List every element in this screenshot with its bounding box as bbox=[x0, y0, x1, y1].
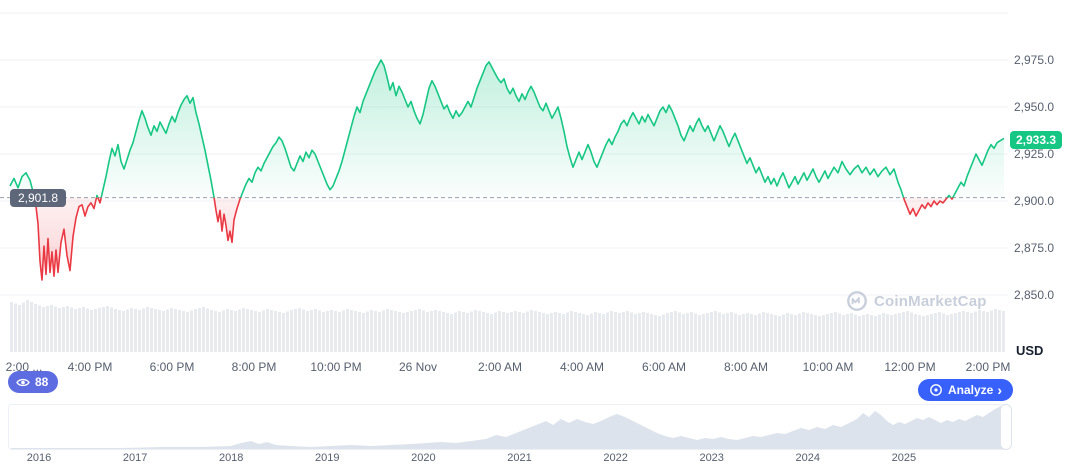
x-axis-tick: 10:00 PM bbox=[310, 360, 362, 374]
navigator-year-label: 2024 bbox=[795, 452, 821, 464]
y-axis-tick: 2,850.0 bbox=[1014, 288, 1055, 302]
x-axis-tick: 4:00 PM bbox=[67, 360, 113, 374]
navigator-year-label: 2016 bbox=[26, 452, 52, 464]
x-axis-tick: 2:00 AM bbox=[477, 360, 523, 374]
eye-icon bbox=[16, 378, 30, 386]
navigator-year-label: 2020 bbox=[411, 452, 436, 464]
navigator-year-label: 2025 bbox=[891, 452, 917, 464]
x-axis-tick: 8:00 AM bbox=[723, 360, 769, 374]
x-axis-tick: 26 Nov bbox=[398, 360, 438, 374]
y-axis-tick: 2,950.0 bbox=[1014, 100, 1055, 114]
x-axis-tick: 8:00 PM bbox=[231, 360, 277, 374]
x-axis-tick: 6:00 AM bbox=[641, 360, 687, 374]
y-axis-tick: 2,875.0 bbox=[1014, 241, 1055, 255]
navigator-year-label: 2018 bbox=[218, 452, 244, 464]
navigator-area-chart[interactable] bbox=[9, 405, 1007, 449]
watermark-text: CoinMarketCap bbox=[874, 292, 987, 310]
y-axis-tick: 2,925.0 bbox=[1014, 147, 1055, 161]
reference-price-badge: 2,901.8 bbox=[10, 189, 67, 207]
analyze-icon bbox=[930, 384, 942, 396]
analyze-button[interactable]: Analyze › bbox=[918, 379, 1014, 401]
navigator-year-label: 2023 bbox=[699, 452, 724, 464]
analyze-label: Analyze bbox=[948, 383, 994, 397]
history-navigator[interactable] bbox=[8, 404, 1008, 450]
x-axis-tick: 4:00 AM bbox=[559, 360, 605, 374]
navigator-year-label: 2022 bbox=[603, 452, 628, 464]
chevron-right-icon: › bbox=[997, 382, 1003, 398]
main-price-chart[interactable] bbox=[0, 0, 1010, 356]
x-axis-tick: 10:00 AM bbox=[802, 360, 854, 374]
y-axis-tick: 2,975.0 bbox=[1014, 53, 1055, 67]
navigator-year-label: 2019 bbox=[315, 452, 340, 464]
navigator-scrollbar-handle[interactable] bbox=[1000, 404, 1012, 450]
navigator-year-label: 2021 bbox=[507, 452, 532, 464]
watchers-badge[interactable]: 88 bbox=[8, 371, 59, 393]
x-axis-tick: 6:00 PM bbox=[149, 360, 195, 374]
navigator-year-label: 2017 bbox=[122, 452, 148, 464]
x-axis-tick: 12:00 PM bbox=[884, 360, 936, 374]
watermark: CoinMarketCap bbox=[846, 290, 987, 312]
current-price-badge: 2,933.3 bbox=[1010, 131, 1063, 149]
y-axis-unit: USD bbox=[1016, 343, 1044, 358]
coinmarketcap-logo-icon bbox=[847, 291, 867, 311]
y-axis-tick: 2,900.0 bbox=[1014, 194, 1055, 208]
x-axis-tick: 2:00 PM bbox=[965, 360, 1011, 374]
watchers-count: 88 bbox=[35, 375, 49, 389]
